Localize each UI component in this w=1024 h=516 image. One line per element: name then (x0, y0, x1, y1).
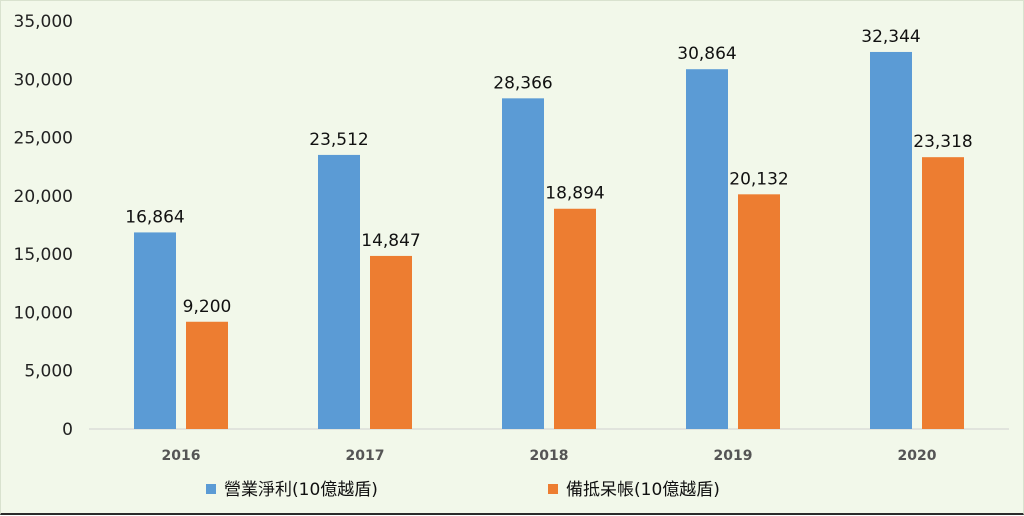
legend-label: 備抵呆帳(10億越盾) (566, 480, 720, 500)
bar-loan-loss-provision (554, 208, 596, 429)
x-tick-label: 2016 (162, 448, 201, 464)
y-tick-label: 5,000 (24, 362, 73, 382)
x-tick-label: 2019 (714, 448, 753, 464)
data-label: 20,132 (729, 169, 788, 189)
bar-operating-profit (686, 69, 728, 430)
data-label: 9,200 (183, 297, 232, 317)
bar-loan-loss-provision (370, 255, 412, 429)
data-label: 30,864 (677, 44, 736, 64)
data-label: 28,366 (493, 73, 552, 93)
bar-loan-loss-provision (186, 321, 228, 429)
y-tick-label: 0 (62, 420, 73, 440)
data-label: 18,894 (545, 184, 604, 204)
y-tick-label: 25,000 (14, 129, 73, 149)
x-tick-label: 2018 (530, 448, 569, 464)
data-label: 16,864 (125, 207, 184, 227)
bar-loan-loss-provision (738, 194, 780, 429)
x-tick-label: 2017 (346, 448, 385, 464)
y-tick-label: 35,000 (14, 12, 73, 32)
data-label: 14,847 (361, 231, 420, 251)
bar-operating-profit (318, 154, 360, 430)
legend-label: 營業淨利(10億越盾) (224, 480, 378, 500)
data-label: 23,318 (913, 132, 972, 152)
y-tick-label: 15,000 (14, 245, 73, 265)
x-tick-label: 2020 (898, 448, 937, 464)
y-tick-label: 10,000 (14, 303, 73, 323)
y-tick-label: 20,000 (14, 187, 73, 207)
legend-swatch (548, 484, 558, 494)
bar-operating-profit (134, 232, 176, 429)
bar-loan-loss-provision (922, 157, 964, 429)
data-label: 32,344 (861, 27, 920, 47)
y-tick-label: 30,000 (14, 70, 73, 90)
bar-operating-profit (870, 51, 912, 430)
legend-swatch (206, 484, 216, 494)
data-label: 23,512 (309, 130, 368, 150)
bar-operating-profit (502, 98, 544, 429)
